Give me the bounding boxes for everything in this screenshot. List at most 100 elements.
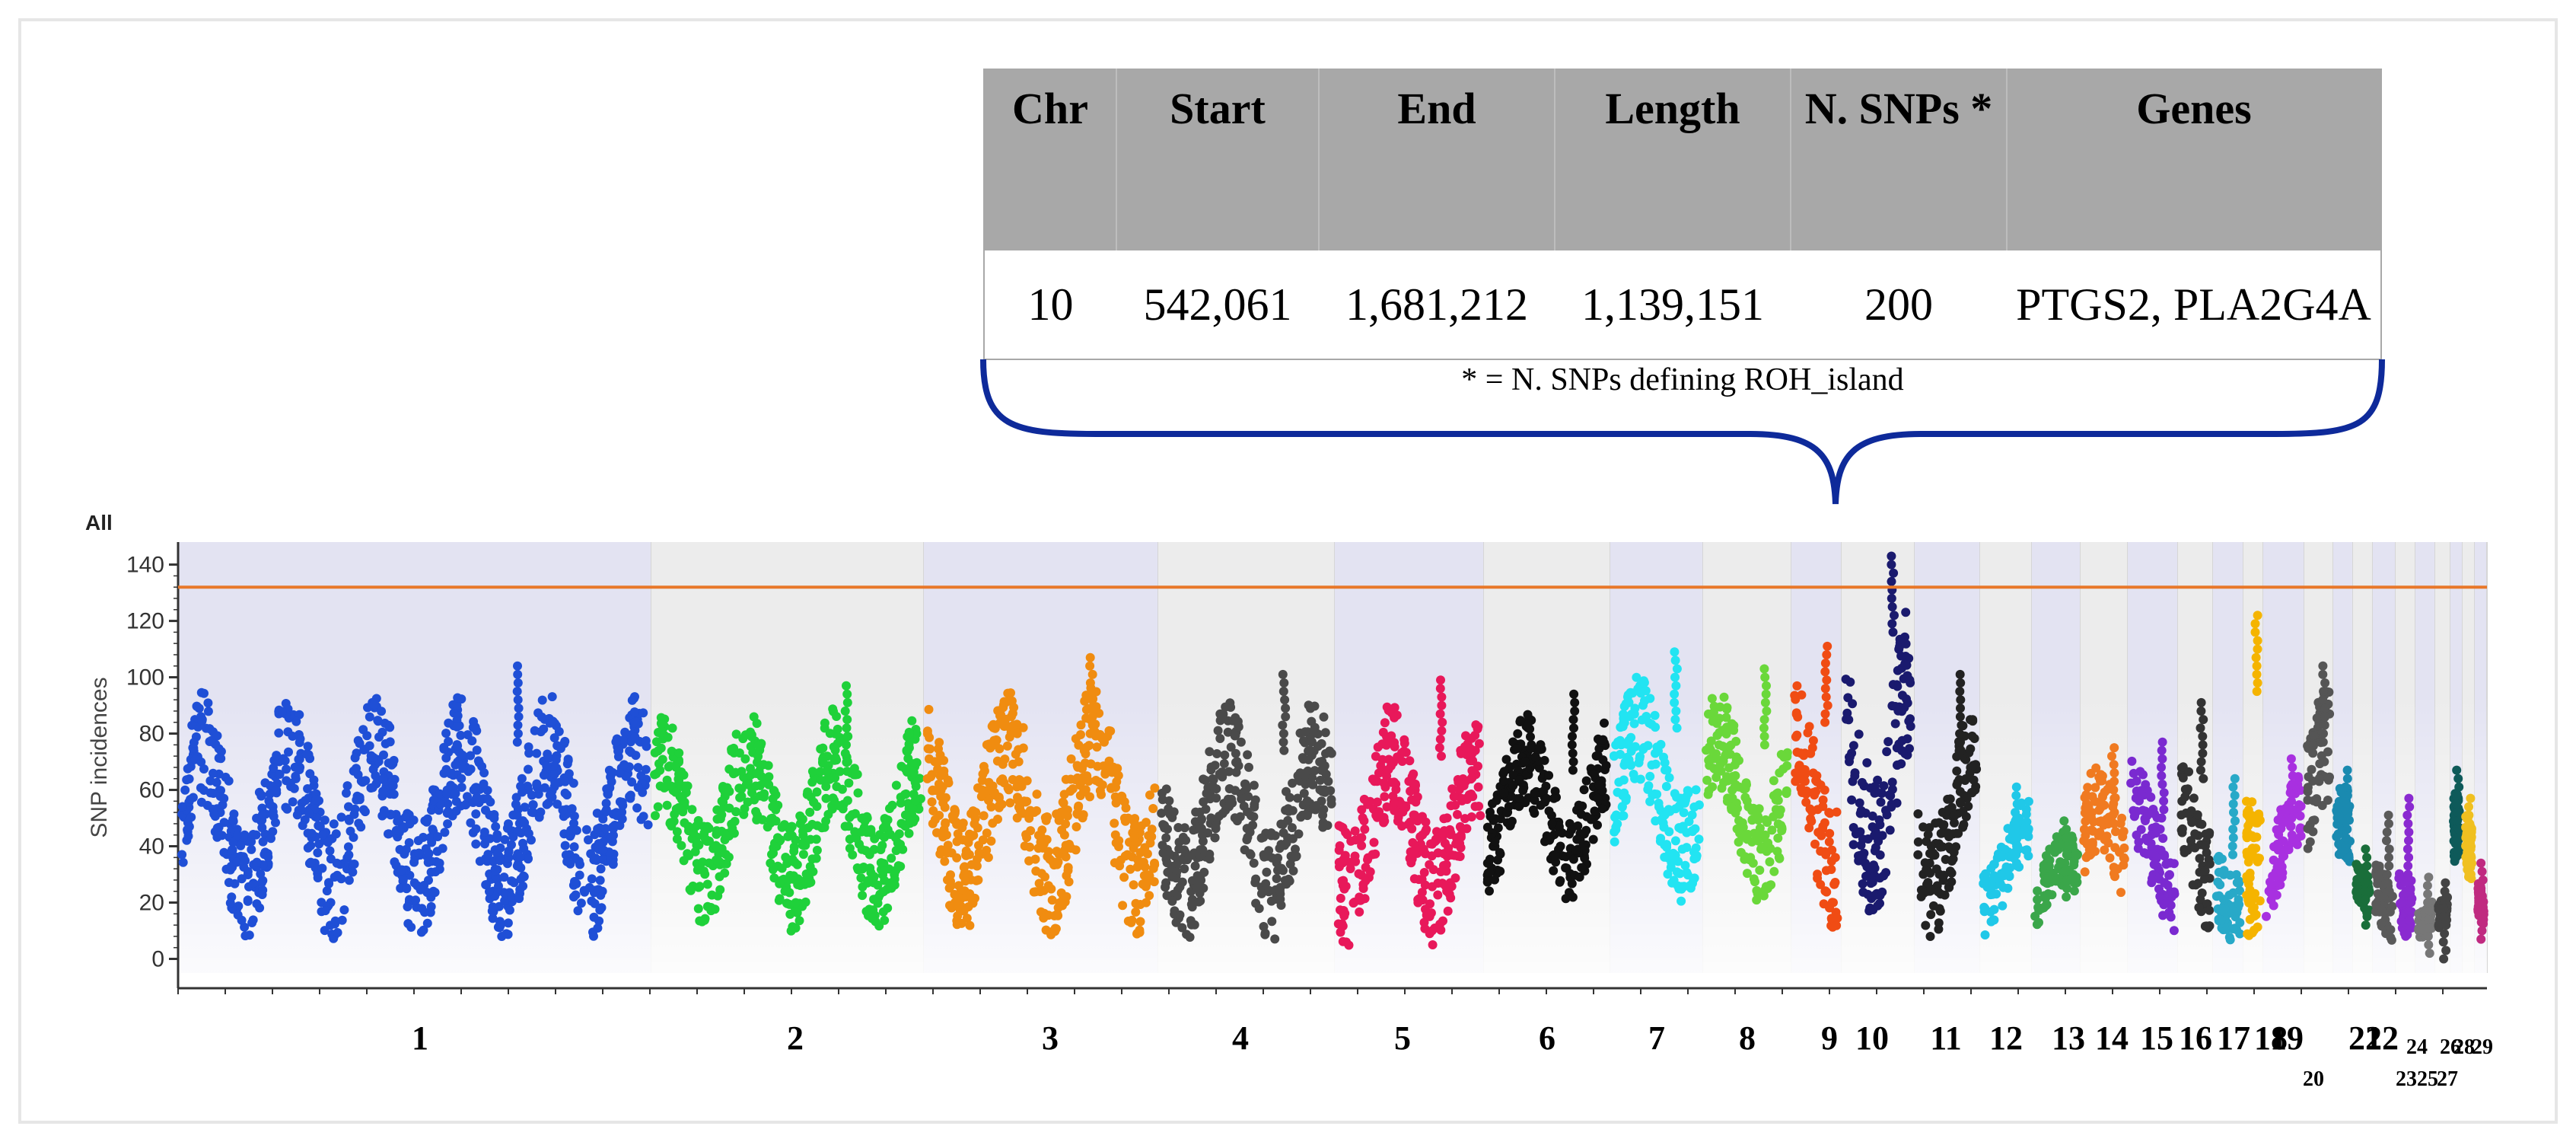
snp-point-chr4: [1162, 891, 1172, 901]
snp-point-chr1: [240, 931, 250, 941]
snp-point-chr4: [1205, 747, 1215, 757]
snp-point-chr2: [715, 856, 724, 866]
snp-point-chr3: [1011, 749, 1021, 759]
y-tick-label: 0: [151, 947, 164, 972]
snp-peak-chr4: [1278, 729, 1288, 738]
snp-point-chr1: [524, 853, 533, 863]
snp-point-chr3: [1004, 785, 1014, 795]
snp-point-chr4: [1161, 854, 1171, 864]
snp-point-chr4: [1175, 882, 1185, 892]
snp-point-chr4: [1310, 766, 1320, 776]
snp-point-chr10: [1875, 850, 1885, 860]
snp-point-chr8: [1740, 854, 1750, 864]
snp-point-chr1: [318, 830, 327, 840]
snp-point-chr1: [356, 822, 366, 832]
snp-point-chr5: [1450, 873, 1460, 883]
snp-point-chr6: [1507, 816, 1517, 826]
snp-point-chr3: [1009, 720, 1018, 730]
snp-point-chr3: [1147, 832, 1157, 841]
snp-point-chr6: [1588, 834, 1598, 844]
snp-point-chr1: [214, 829, 224, 839]
snp-point-chr13: [2044, 861, 2054, 871]
snp-point-chr5: [1360, 894, 1370, 904]
snp-point-chr14: [2083, 783, 2093, 793]
snp-point-chr1: [413, 836, 423, 846]
snp-point-chr4: [1196, 824, 1206, 834]
snp-point-chr5: [1466, 744, 1476, 754]
snp-point-chr1: [593, 824, 603, 834]
snp-point-chr18: [2251, 910, 2261, 920]
snp-point-chr9: [1820, 818, 1829, 828]
snp-point-chr1: [344, 815, 354, 825]
snp-point-chr1: [344, 876, 354, 885]
snp-peak-chr19: [2288, 805, 2297, 815]
snp-point-chr9: [1803, 728, 1813, 738]
snp-point-chr5: [1453, 775, 1463, 784]
snp-point-chr18: [2245, 885, 2255, 895]
snp-point-chr1: [190, 754, 200, 764]
snp-point-chr11: [1947, 877, 1957, 887]
snp-point-chr4: [1278, 828, 1288, 837]
snp-point-chr1: [632, 803, 642, 813]
snp-point-chr1: [243, 895, 253, 905]
snp-point-chr1: [395, 844, 405, 854]
snp-point-chr1: [500, 834, 510, 844]
snp-point-chr4: [1245, 828, 1255, 837]
snp-point-chr1: [331, 829, 341, 839]
snp-point-chr8: [1702, 775, 1712, 785]
snp-point-chr1: [178, 857, 188, 867]
snp-point-chr3: [925, 754, 934, 764]
snp-point-chr5: [1409, 769, 1419, 779]
snp-point-chr18: [2242, 831, 2252, 841]
snp-point-chr3: [1052, 847, 1062, 856]
snp-point-chr3: [1062, 811, 1072, 821]
snp-point-chr2: [901, 789, 911, 799]
snp-point-chr3: [1082, 771, 1092, 781]
snp-peak-chr15: [2157, 771, 2167, 780]
snp-point-chr4: [1320, 785, 1329, 795]
snp-point-chr3: [1132, 837, 1142, 847]
snp-peak-chr6: [1568, 732, 1577, 742]
snp-point-chr1: [532, 779, 542, 789]
snp-point-chr7: [1651, 816, 1661, 826]
snp-peak-chr11: [1956, 745, 1966, 755]
snp-peak-chr17: [2230, 774, 2240, 783]
snp-point-chr1: [350, 753, 360, 763]
snp-point-chr6: [1550, 851, 1560, 861]
snp-peak-chr9: [1822, 675, 1832, 685]
snp-point-chr3: [1008, 775, 1017, 784]
snp-point-chr20: [2310, 815, 2320, 825]
snp-point-chr2: [746, 742, 756, 751]
snp-point-chr4: [1259, 922, 1269, 931]
snp-peak-chr12: [2012, 799, 2022, 809]
snp-point-chr7: [1622, 698, 1632, 708]
snp-point-chr4: [1231, 786, 1240, 796]
snp-point-chr17: [2216, 915, 2226, 925]
snp-point-chr1: [451, 789, 460, 799]
snp-point-chr6: [1565, 829, 1575, 839]
snp-point-chr1: [515, 885, 525, 895]
snp-point-chr6: [1547, 818, 1557, 828]
snp-point-chr1: [457, 750, 467, 760]
snp-point-chr6: [1544, 770, 1554, 780]
snp-point-chr1: [504, 819, 513, 829]
snp-point-chr11: [1948, 854, 1958, 864]
snp-peak-chr9: [1823, 641, 1832, 651]
snp-point-chr1: [320, 815, 330, 825]
snp-point-chr1: [349, 766, 358, 776]
snp-point-chr1: [207, 735, 216, 745]
snp-point-chr8: [1734, 755, 1743, 765]
snp-point-chr14: [2111, 827, 2120, 837]
snp-peak-chr21: [2342, 765, 2352, 775]
snp-point-chr7: [1654, 802, 1664, 812]
snp-point-chr4: [1202, 789, 1212, 799]
snp-point-chr1: [452, 716, 462, 726]
snp-point-chr3: [947, 811, 957, 821]
snp-point-chr9: [1821, 866, 1831, 876]
snp-peak-chr20: [2320, 678, 2330, 687]
snp-point-chr4: [1232, 816, 1242, 826]
snp-point-chr3: [1076, 720, 1086, 730]
snp-point-chr9: [1795, 774, 1805, 784]
snp-point-chr4: [1302, 811, 1312, 821]
snp-peak-chr16: [2199, 715, 2208, 725]
